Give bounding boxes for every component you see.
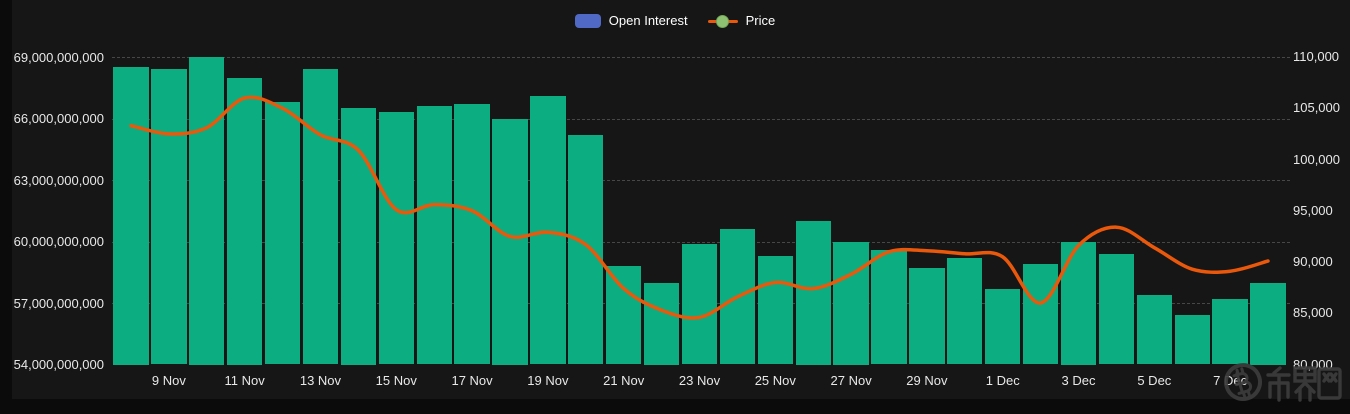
bar-9-nov[interactable] (151, 69, 187, 365)
bar-12-nov[interactable] (264, 102, 301, 365)
left-axis-tick-label: 60,000,000,000 (13, 234, 104, 249)
bar-30-nov[interactable] (947, 257, 983, 365)
x-axis-tick-label: 1 Dec (985, 373, 1020, 388)
right-axis-tick-label: 90,000 (1293, 254, 1333, 269)
left-axis-tick-label: 54,000,000,000 (13, 357, 104, 372)
x-axis-tick-label: 19 Nov (527, 373, 569, 388)
bar-29-nov[interactable] (909, 268, 945, 365)
bar-11-nov[interactable] (227, 77, 263, 365)
bar-4-dec[interactable] (1098, 253, 1135, 365)
bar-8-nov[interactable] (113, 67, 149, 365)
bar-7-dec[interactable] (1212, 298, 1248, 365)
right-axis-tick-label: 95,000 (1293, 202, 1333, 218)
left-axis-tick-label: 69,000,000,000 (13, 49, 104, 65)
x-axis-tick-label: 3 Dec (1061, 373, 1096, 388)
line-series-swatch-icon (707, 14, 738, 28)
left-axis-tick-label: 63,000,000,000 (13, 172, 104, 188)
bar-17-nov[interactable] (454, 104, 490, 365)
bar-27-nov[interactable] (833, 241, 869, 365)
bar-18-nov[interactable] (492, 118, 528, 365)
right-axis-tick-label: 105,000 (1293, 100, 1340, 116)
x-axis-tick-label: 25 Nov (754, 373, 796, 388)
x-axis-tick-label: 9 Nov (151, 373, 186, 388)
right-axis-tick-label: 85,000 (1293, 305, 1333, 321)
bar-10-nov[interactable] (189, 57, 225, 365)
x-axis-tick-label: 5 Dec (1137, 373, 1172, 388)
legend-label-price: Price (745, 13, 776, 28)
bar-25-nov[interactable] (757, 255, 793, 365)
bar-26-nov[interactable] (795, 221, 831, 365)
x-axis-tick-label: 15 Nov (375, 373, 417, 388)
x-axis-tick-label: 11 Nov (224, 373, 265, 388)
bar-21-nov[interactable] (606, 266, 642, 365)
gridline (112, 180, 1290, 181)
x-axis-tick-label: 23 Nov (678, 373, 721, 388)
bar-20-nov[interactable] (568, 134, 604, 365)
gridline (112, 118, 1290, 120)
right-axis-tick-label: 110,000 (1293, 49, 1340, 64)
bar-23-nov[interactable] (681, 243, 718, 365)
right-axis-tick-label: 100,000 (1293, 151, 1340, 167)
left-axis-tick-label: 57,000,000,000 (13, 295, 104, 311)
bar-22-nov[interactable] (643, 282, 680, 365)
x-axis-tick-label: 13 Nov (299, 373, 342, 388)
x-axis-tick-label: 17 Nov (451, 373, 493, 388)
gridline (112, 241, 1290, 243)
left-axis-tick-label: 66,000,000,000 (13, 111, 104, 126)
legend-label-open-interest: Open Interest (608, 13, 688, 28)
bar-1-dec[interactable] (985, 288, 1021, 365)
bottom-edge-strip (0, 399, 1350, 410)
bar-28-nov[interactable] (871, 249, 907, 365)
bar-series-swatch-icon (574, 14, 601, 28)
legend-item-open-interest[interactable]: Open Interest (574, 12, 688, 30)
bar-19-nov[interactable] (530, 95, 566, 365)
bar-13-nov[interactable] (302, 69, 339, 365)
x-axis-tick-label: 27 Nov (830, 373, 872, 388)
watermark-logo (1224, 363, 1342, 402)
bar-6-dec[interactable] (1174, 315, 1210, 365)
left-edge-strip (0, 0, 12, 410)
x-axis-tick-label: 21 Nov (603, 373, 645, 388)
bar-2-dec[interactable] (1022, 264, 1059, 365)
legend: Open Interest Price (0, 12, 1350, 30)
x-axis-tick-label: 29 Nov (906, 373, 948, 388)
gridline (112, 57, 1290, 58)
bar-8-dec[interactable] (1250, 282, 1286, 365)
price-line[interactable] (129, 95, 1270, 320)
bar-16-nov[interactable] (416, 106, 452, 365)
bar-5-dec[interactable] (1136, 294, 1172, 365)
legend-item-price[interactable]: Price (707, 12, 776, 30)
bar-15-nov[interactable] (378, 112, 414, 365)
